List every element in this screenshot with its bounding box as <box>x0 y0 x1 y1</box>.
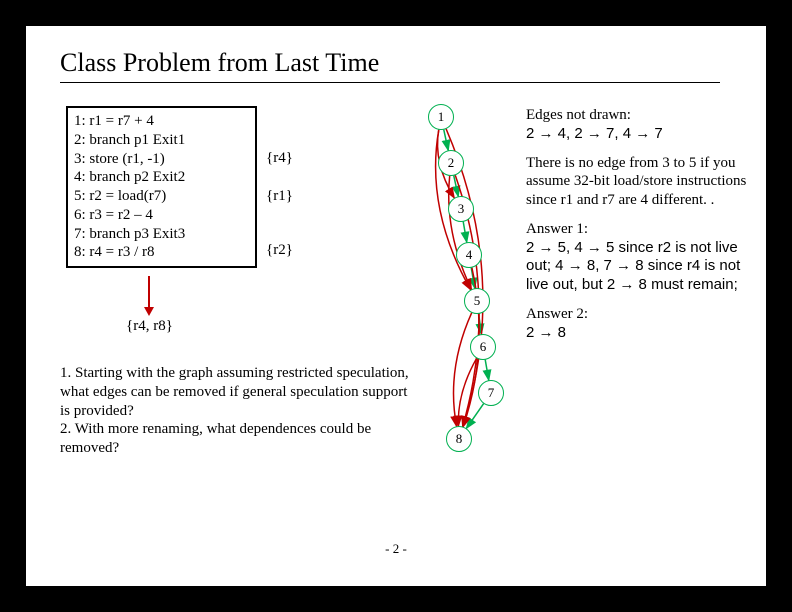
code-line: 8: r4 = r3 / r8 <box>74 243 249 262</box>
answer1-label: Answer 1: <box>526 220 756 239</box>
answer1: 2 → 5, 4 → 5 since r2 is not live out; 4… <box>526 239 756 295</box>
brace-r2: {r2} <box>266 242 293 259</box>
code-line: 2: branch p1 Exit1 <box>74 131 249 150</box>
code-line: 5: r2 = load(r7) <box>74 187 249 206</box>
spacer <box>526 144 756 154</box>
graph-node-6: 6 <box>470 334 496 360</box>
page: Class Problem from Last Time 1: r1 = r7 … <box>26 26 766 586</box>
edge-6-7 <box>485 360 489 380</box>
spacer <box>526 210 756 220</box>
edges-not-drawn: 2 → 4, 2 → 7, 4 → 7 <box>526 125 756 144</box>
page-title: Class Problem from Last Time <box>60 48 379 78</box>
answer2: 2 → 8 <box>526 324 756 343</box>
code-line: 7: branch p3 Exit3 <box>74 225 249 244</box>
edge-3-4 <box>463 222 467 242</box>
edge-6-8 <box>458 358 476 426</box>
code-line: 6: r3 = r2 – 4 <box>74 206 249 225</box>
code-line: 4: branch p2 Exit2 <box>74 168 249 187</box>
spacer <box>526 295 756 305</box>
code-line: 1: r1 = r7 + 4 <box>74 112 249 131</box>
brace-r1: {r1} <box>266 188 293 205</box>
no-edge-note: There is no edge from 3 to 5 if you assu… <box>526 154 756 210</box>
graph-node-4: 4 <box>456 242 482 268</box>
page-footer: - 2 - <box>26 541 766 557</box>
code-box: 1: r1 = r7 + 4 2: branch p1 Exit1 3: sto… <box>66 106 257 268</box>
red-arrow-icon <box>148 276 150 314</box>
graph-node-3: 3 <box>448 196 474 222</box>
right-notes: Edges not drawn: 2 → 4, 2 → 7, 4 → 7 The… <box>526 106 756 342</box>
brace-r4: {r4} <box>266 150 293 167</box>
code-line: 3: store (r1, -1) <box>74 150 249 169</box>
edges-not-drawn-label: Edges not drawn: <box>526 106 756 125</box>
dependence-graph: 1 2 3 4 5 6 78 <box>356 104 526 529</box>
title-underline <box>60 82 720 83</box>
answer2-label: Answer 2: <box>526 305 756 324</box>
graph-node-5: 5 <box>464 288 490 314</box>
graph-node-7: 7 <box>478 380 504 406</box>
graph-node-8: 8 <box>446 426 472 452</box>
brace-r4r8: {r4, r8} <box>126 318 173 335</box>
graph-node-2: 2 <box>438 150 464 176</box>
graph-node-1: 1 <box>428 104 454 130</box>
